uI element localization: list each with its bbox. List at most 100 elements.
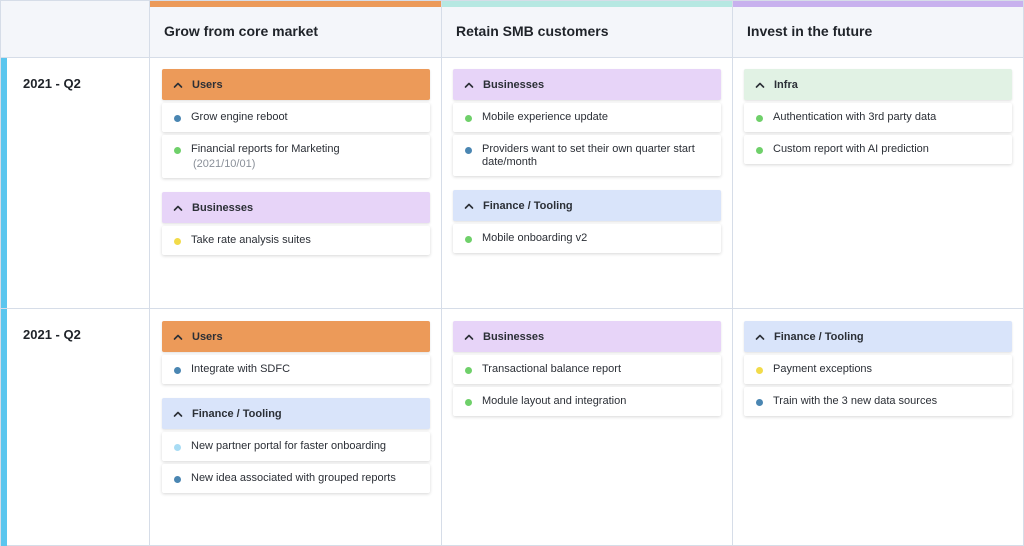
status-dot-icon — [174, 444, 181, 451]
status-dot-icon — [174, 238, 181, 245]
cell-stack: Infra Authentication with 3rd party data C… — [744, 69, 1012, 164]
cell-stack: Users Grow engine reboot Financial reports… — [162, 69, 430, 255]
status-dot-icon — [174, 147, 181, 154]
chevron-up-icon[interactable] — [464, 201, 474, 211]
cell-stack: Businesses Transactional balance report Mo… — [453, 321, 721, 416]
roadmap-card[interactable]: Transactional balance report — [453, 355, 721, 384]
group-header[interactable]: Businesses — [453, 69, 721, 100]
chevron-up-icon[interactable] — [173, 332, 183, 342]
roadmap-card[interactable]: Integrate with SDFC — [162, 355, 430, 384]
roadmap-card[interactable]: Payment exceptions — [744, 355, 1012, 384]
status-dot-icon — [465, 115, 472, 122]
group-header[interactable]: Finance / Tooling — [453, 190, 721, 221]
column-title: Invest in the future — [747, 23, 873, 39]
roadmap-card[interactable]: Take rate analysis suites — [162, 226, 430, 255]
status-dot-icon — [756, 147, 763, 154]
column-header-row: Grow from core market Retain SMB custome… — [1, 1, 1023, 58]
chevron-up-icon[interactable] — [173, 409, 183, 419]
card-title: Integrate with SDFC — [191, 363, 291, 375]
group-gap — [453, 176, 721, 190]
row-divider — [1, 308, 1023, 309]
chevron-up-icon[interactable] — [173, 80, 183, 90]
row-accent-bar — [1, 309, 7, 546]
column-divider — [149, 58, 150, 545]
group-header[interactable]: Users — [162, 69, 430, 100]
card-title: Custom report with AI prediction — [773, 143, 929, 155]
card-title: New idea associated with grouped reports — [191, 472, 396, 484]
group-title: Finance / Tooling — [774, 330, 864, 343]
status-dot-icon — [465, 147, 472, 154]
chevron-up-icon[interactable] — [755, 332, 765, 342]
group-gap — [162, 384, 430, 398]
group-title: Users — [192, 78, 223, 91]
roadmap-card[interactable]: New idea associated with grouped reports — [162, 464, 430, 493]
group-title: Businesses — [192, 201, 254, 214]
chevron-up-icon[interactable] — [464, 332, 474, 342]
group-header[interactable]: Users — [162, 321, 430, 352]
group-header[interactable]: Businesses — [162, 192, 430, 223]
card-title: Transactional balance report — [482, 363, 622, 375]
card-title: Train with the 3 new data sources — [773, 395, 938, 407]
roadmap-card[interactable]: Grow engine reboot — [162, 103, 430, 132]
status-dot-icon — [174, 115, 181, 122]
status-dot-icon — [174, 476, 181, 483]
roadmap-card[interactable]: New partner portal for faster onboarding — [162, 432, 430, 461]
column-title: Retain SMB customers — [456, 23, 609, 39]
column-header-invest[interactable]: Invest in the future — [732, 1, 1023, 58]
group-header[interactable]: Businesses — [453, 321, 721, 352]
card-title: Financial reports for Marketing — [191, 143, 340, 155]
cell-stack: Finance / Tooling Payment exceptions Train… — [744, 321, 1012, 416]
cell-stack: Businesses Mobile experience update Provid… — [453, 69, 721, 253]
status-dot-icon — [756, 399, 763, 406]
roadmap-card[interactable]: Mobile experience update — [453, 103, 721, 132]
roadmap-card[interactable]: Financial reports for Marketing (2021/10/… — [162, 135, 430, 178]
status-dot-icon — [756, 367, 763, 374]
column-color-strip — [733, 1, 1023, 7]
column-color-strip — [150, 1, 441, 7]
group-gap — [162, 178, 430, 192]
column-divider — [732, 58, 733, 545]
roadmap-card[interactable]: Mobile onboarding v2 — [453, 224, 721, 253]
card-date: (2021/10/01) — [193, 158, 256, 170]
cell-stack: Users Integrate with SDFC Finance / Toolin… — [162, 321, 430, 493]
group-header[interactable]: Infra — [744, 69, 1012, 100]
row-label: 2021 - Q2 — [23, 327, 81, 342]
swimlane-row: 2021 - Q2 — [1, 58, 1023, 308]
group-title: Finance / Tooling — [483, 199, 573, 212]
roadmap-card[interactable]: Train with the 3 new data sources — [744, 387, 1012, 416]
card-title: New partner portal for faster onboarding — [191, 440, 387, 452]
card-title: Grow engine reboot — [191, 111, 288, 123]
roadmap-card[interactable]: Authentication with 3rd party data — [744, 103, 1012, 132]
status-dot-icon — [465, 367, 472, 374]
column-divider — [441, 58, 442, 545]
group-header[interactable]: Finance / Tooling — [744, 321, 1012, 352]
group-title: Finance / Tooling — [192, 407, 282, 420]
card-title: Mobile experience update — [482, 111, 608, 123]
roadmap-card[interactable]: Providers want to set their own quarter … — [453, 135, 721, 176]
card-title: Payment exceptions — [773, 363, 873, 375]
chevron-up-icon[interactable] — [173, 203, 183, 213]
chevron-up-icon[interactable] — [464, 80, 474, 90]
group-title: Businesses — [483, 330, 545, 343]
status-dot-icon — [174, 367, 181, 374]
card-title: Module layout and integration — [482, 395, 627, 407]
group-title: Businesses — [483, 78, 545, 91]
row-accent-bar — [1, 58, 7, 308]
chevron-up-icon[interactable] — [755, 80, 765, 90]
status-dot-icon — [465, 399, 472, 406]
card-title: Mobile onboarding v2 — [482, 232, 588, 244]
card-title: Take rate analysis suites — [191, 234, 311, 246]
column-title: Grow from core market — [164, 23, 319, 39]
column-header-retain[interactable]: Retain SMB customers — [441, 1, 732, 58]
roadmap-card[interactable]: Module layout and integration — [453, 387, 721, 416]
swimlane-row: 2021 - Q2 — [1, 309, 1023, 546]
group-title: Users — [192, 330, 223, 343]
status-dot-icon — [756, 115, 763, 122]
column-header-grow[interactable]: Grow from core market — [149, 1, 441, 58]
group-title: Infra — [774, 78, 798, 91]
roadmap-card[interactable]: Custom report with AI prediction — [744, 135, 1012, 164]
status-dot-icon — [465, 236, 472, 243]
card-title: Authentication with 3rd party data — [773, 111, 937, 123]
group-header[interactable]: Finance / Tooling — [162, 398, 430, 429]
